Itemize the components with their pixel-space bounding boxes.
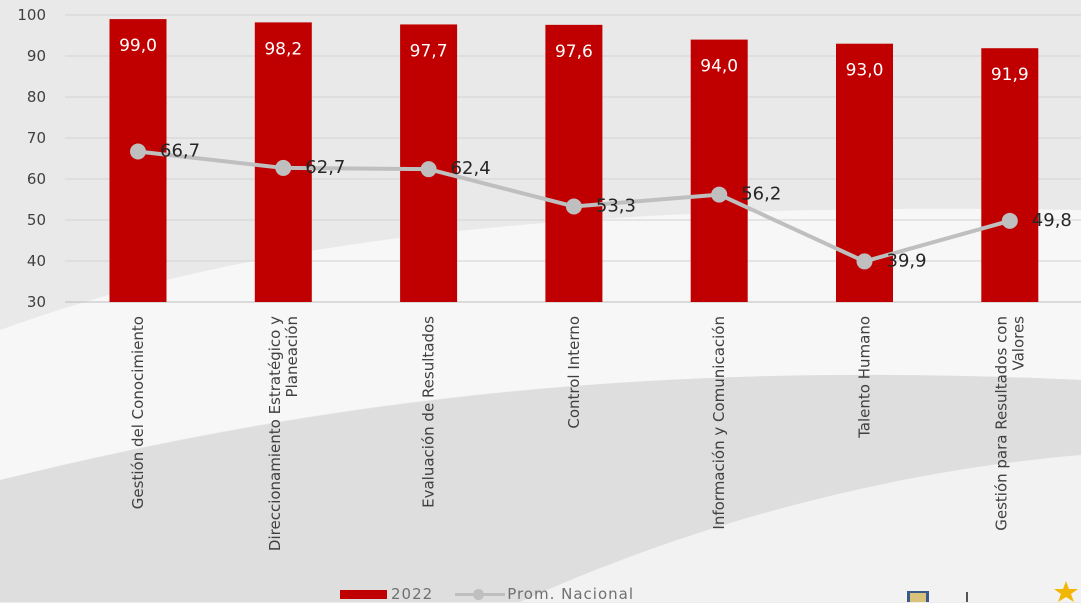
line-point [565,198,582,215]
star-logo [1054,581,1078,602]
y-tick-label: 100 [17,6,46,24]
x-tick-label-line: Evaluación de Resultados [420,316,438,508]
y-tick-label: 80 [27,88,46,106]
y-tick-label: 50 [27,211,46,229]
crest-logo [907,591,929,602]
x-tick-label-line: Planeación [283,316,301,397]
x-tick-label-line: Direccionamiento Estratégico y [266,316,284,551]
line-value-label: 56,2 [741,184,781,205]
x-tick-label-line: Valores [1009,316,1027,371]
y-tick-label: 40 [27,252,46,270]
bar-value-label: 91,9 [991,65,1029,85]
x-tick-label: Gestión para Resultados conValores [992,316,1027,531]
line-value-label: 62,4 [451,158,491,179]
legend-item-2022: 2022 [340,585,433,603]
x-tick-label: Evaluación de Resultados [420,316,438,508]
line-value-label: 62,7 [305,157,345,178]
bar [109,19,167,302]
x-tick-label: Gestión del Conocimiento [129,316,147,509]
y-tick-label: 90 [27,47,46,65]
legend-label-prom-nacional: Prom. Nacional [507,585,635,603]
x-tick-label-line: Talento Humano [856,316,874,439]
bar-value-label: 97,6 [555,42,593,62]
x-tick-label: Talento Humano [856,316,874,439]
bar-value-label: 97,7 [410,41,448,61]
legend-item-prom-nacional: Prom. Nacional [455,585,634,603]
bar-value-label: 98,2 [264,39,302,59]
legend-label-2022: 2022 [391,585,434,603]
logo-separator [966,592,968,602]
x-tick-label: Información y Comunicación [710,316,728,530]
bar-value-label: 99,0 [119,36,157,56]
y-tick-label: 30 [27,293,46,311]
line-value-label: 53,3 [596,195,636,216]
line-value-label: 39,9 [887,250,927,271]
line-point [856,253,873,270]
x-tick-label-line: Gestión del Conocimiento [129,316,147,509]
x-tick-label: Control Interno [565,316,583,429]
x-tick-label-line: Control Interno [565,316,583,429]
bar-value-label: 94,0 [700,57,738,77]
legend-bar-swatch [340,589,387,599]
bar [690,39,748,302]
bar [545,24,603,303]
line-point [420,161,437,178]
x-tick-label: Direccionamiento Estratégico yPlaneación [266,316,301,551]
x-tick-label-line: Información y Comunicación [710,316,728,530]
line-point [1001,212,1018,229]
y-tick-label: 70 [27,129,46,147]
line-value-label: 66,7 [160,141,200,162]
line-point [130,143,146,160]
legend-line-swatch [455,587,506,601]
bar [981,48,1039,303]
legend: 2022 Prom. Nacional [340,585,656,603]
bar-value-label: 93,0 [846,61,884,81]
line-value-label: 49,8 [1032,210,1072,231]
y-tick-label: 60 [27,170,46,188]
x-tick-label-line: Gestión para Resultados con [992,316,1010,531]
line-point [275,159,292,176]
line-point [711,186,728,203]
